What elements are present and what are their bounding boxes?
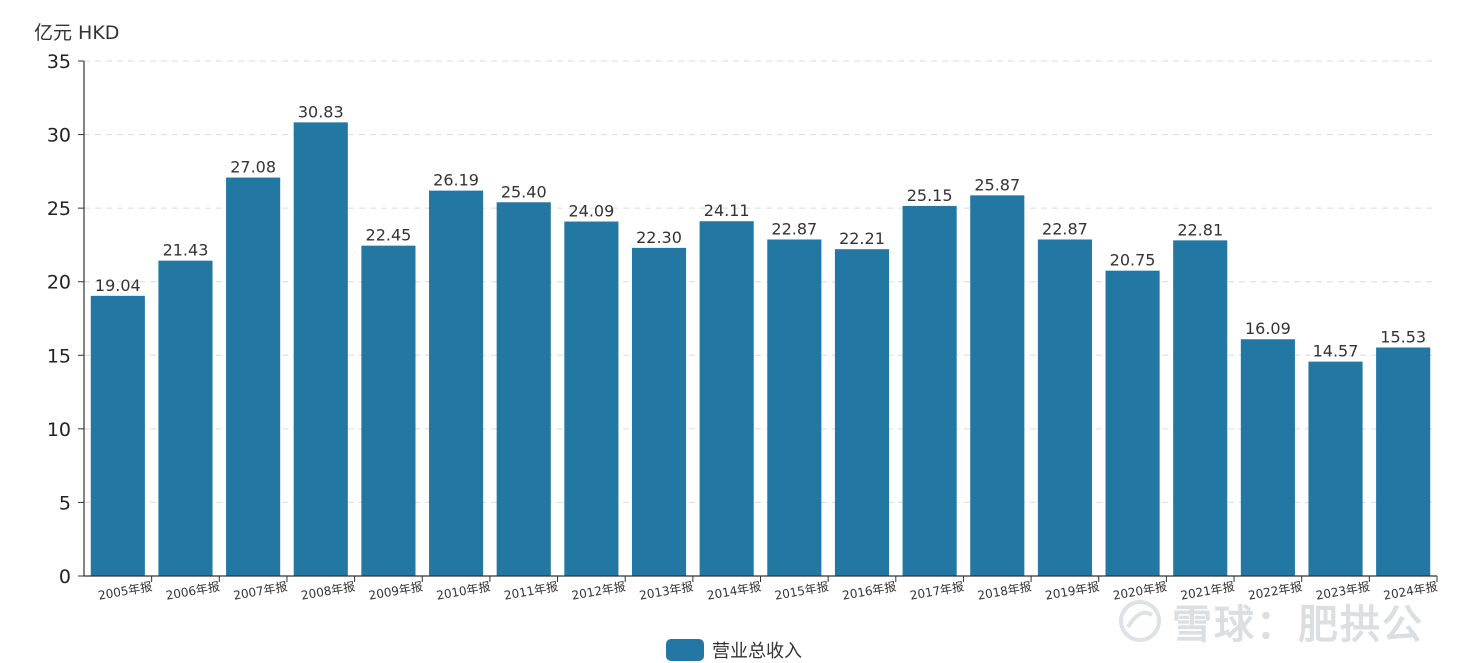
x-tick-label: 2014年报 <box>706 578 762 602</box>
bar-value-label: 20.75 <box>1110 251 1156 270</box>
bar[interactable] <box>902 205 957 576</box>
bar-value-label: 14.57 <box>1313 342 1359 361</box>
x-tick-label: 2017年报 <box>909 578 965 602</box>
bar[interactable] <box>1173 240 1228 577</box>
bar-value-label: 19.04 <box>95 276 141 295</box>
bar-value-label: 26.19 <box>433 171 479 190</box>
y-tick-label: 15 <box>47 345 71 367</box>
bar[interactable] <box>699 221 754 576</box>
bar-value-label: 15.53 <box>1380 327 1426 346</box>
bars <box>90 122 1431 577</box>
x-tick-label: 2013年报 <box>638 578 694 602</box>
bar-value-label: 22.81 <box>1177 220 1223 239</box>
legend[interactable]: 营业总收入 <box>666 637 802 663</box>
watermark: 雪球：肥拱公 <box>1118 592 1424 650</box>
y-tick-label: 5 <box>59 492 71 514</box>
bar-value-label: 24.11 <box>704 201 750 220</box>
bar[interactable] <box>1105 270 1160 576</box>
bar[interactable] <box>429 190 484 576</box>
x-tick-label: 2012年报 <box>570 578 626 602</box>
y-tick-label: 30 <box>47 125 71 147</box>
bar[interactable] <box>1037 239 1092 576</box>
bar-value-label: 22.30 <box>636 228 682 247</box>
bar[interactable] <box>767 239 822 576</box>
legend-label: 营业总收入 <box>712 641 802 662</box>
bar[interactable] <box>834 249 890 576</box>
watermark-text: 雪球：肥拱公 <box>1172 602 1424 648</box>
x-tick-label: 2011年报 <box>503 578 559 602</box>
bar-value-label: 16.09 <box>1245 319 1291 338</box>
y-axis-unit-label: 亿元 HKD <box>34 22 120 44</box>
x-tick-label: 2008年报 <box>300 578 356 602</box>
bar-value-label: 22.21 <box>839 229 885 248</box>
bar[interactable] <box>564 221 619 577</box>
bar-value-label: 24.09 <box>568 202 614 221</box>
y-tick-label: 35 <box>47 51 71 73</box>
bar[interactable] <box>496 202 551 576</box>
grid-lines <box>84 60 1437 503</box>
x-tick-label: 2009年报 <box>367 578 423 602</box>
bar[interactable] <box>90 295 145 576</box>
bar[interactable] <box>158 260 213 576</box>
y-tick-label: 20 <box>47 272 71 294</box>
x-tick-label: 2016年报 <box>841 578 897 602</box>
bar-value-label: 25.87 <box>974 175 1020 194</box>
bar-value-label: 27.08 <box>230 158 276 177</box>
x-tick-label: 2006年报 <box>165 578 221 602</box>
bar[interactable] <box>970 195 1025 576</box>
bar-value-label: 22.87 <box>1042 219 1088 238</box>
x-tick-label: 2007年报 <box>232 578 288 602</box>
x-tick-label: 2015年报 <box>773 578 829 602</box>
bar-value-label: 22.87 <box>771 219 817 238</box>
x-tick-label: 2019年报 <box>1044 578 1100 602</box>
x-tick-label: 2005年报 <box>97 578 153 602</box>
bar[interactable] <box>1308 361 1363 576</box>
y-tick-label: 10 <box>47 419 71 441</box>
bar-value-label: 22.45 <box>366 226 412 245</box>
x-tick-label: 2018年报 <box>976 578 1032 602</box>
y-tick-label: 0 <box>59 566 71 588</box>
bar-value-label: 21.43 <box>163 241 209 260</box>
bar-value-label: 25.40 <box>501 182 547 201</box>
bar[interactable] <box>631 247 687 576</box>
x-tick-label: 2010年报 <box>435 578 491 602</box>
snowball-logo-icon <box>1119 600 1161 642</box>
legend-swatch <box>666 639 704 661</box>
bar[interactable] <box>361 245 416 576</box>
bar[interactable] <box>1240 339 1295 576</box>
bar[interactable] <box>226 177 281 576</box>
bar[interactable] <box>293 122 348 576</box>
y-tick-label: 25 <box>47 198 71 220</box>
y-axis: 0 5 10 15 20 25 30 35 <box>47 51 85 588</box>
bar[interactable] <box>1376 347 1431 576</box>
value-labels: 19.04 21.43 27.08 30.83 22.45 26.19 25.40 24.09… <box>95 102 1426 360</box>
bar-value-label: 25.15 <box>907 186 953 205</box>
bar-value-label: 30.83 <box>298 102 344 121</box>
